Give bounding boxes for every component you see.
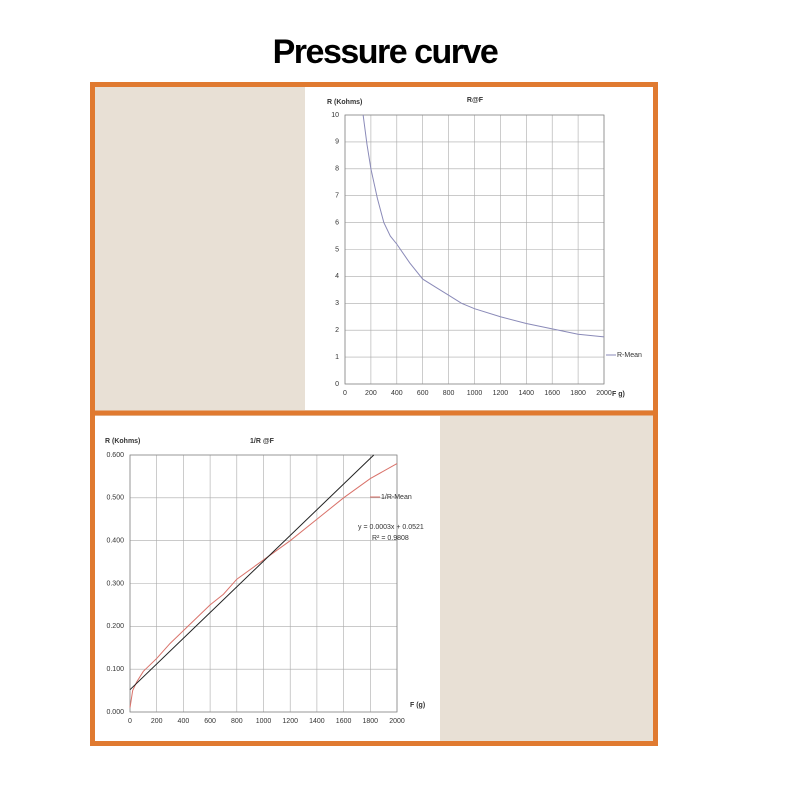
x-tick-label: 800 [231,718,243,725]
x-tick-label: 1000 [467,390,483,397]
x-tick-label: 600 [417,390,429,397]
legend-label: R-Mean [617,352,642,359]
x-tick-label: 1800 [363,718,379,725]
x-tick-label: 1600 [336,718,352,725]
plot-frame [344,114,605,385]
y-tick-label: 3 [335,300,339,307]
y-tick-label: 0.500 [106,495,124,502]
x-tick-label: 1400 [309,718,325,725]
y-tick-label: 10 [331,112,339,119]
series-line [362,114,605,338]
y-tick-label: 5 [335,246,339,253]
x-tick-label: 400 [391,390,403,397]
legend-label: 1/R-Mean [381,494,412,501]
y-tick-label: 6 [335,219,339,226]
x-tick-label: 600 [204,718,216,725]
chart-panel [305,87,653,410]
y-tick-label: 0.600 [106,452,124,459]
x-tick-label: 200 [365,390,377,397]
x-tick-label: 1600 [544,390,560,397]
x-axis-label: F (g) [410,702,425,709]
y-tick-label: 0.200 [106,623,124,630]
y-tick-label: 2 [335,327,339,334]
y-tick-label: 1 [335,354,339,361]
y-axis-label: R (Kohms) [105,438,140,445]
x-tick-label: 800 [443,390,455,397]
y-tick-label: 0.000 [106,709,124,716]
x-tick-label: 1800 [570,390,586,397]
y-tick-label: 9 [335,139,339,146]
x-tick-label: 400 [178,718,190,725]
x-tick-label: 1200 [493,390,509,397]
x-axis-label: F g) [612,391,625,398]
plot-frame [129,454,398,713]
annotation: R² = 0.9808 [372,535,409,542]
x-tick-label: 1000 [256,718,272,725]
x-tick-label: 1200 [282,718,298,725]
chart-panel [95,416,440,741]
page-title: Pressure curve [273,33,498,71]
x-tick-label: 200 [151,718,163,725]
x-tick-label: 2000 [596,390,612,397]
y-tick-label: 7 [335,193,339,200]
y-axis-label: R (Kohms) [327,99,362,106]
chart-title: 1/R @F [250,438,275,445]
y-tick-label: 0.300 [106,580,124,587]
y-tick-label: 8 [335,166,339,173]
y-tick-label: 4 [335,273,339,280]
series-line [129,463,398,708]
annotation: y = 0.0003x + 0.0521 [358,524,424,531]
series-line [129,454,375,691]
y-tick-label: 0.100 [106,666,124,673]
chart-title: R@F [467,97,484,104]
y-tick-label: 0.400 [106,538,124,545]
x-tick-label: 0 [343,390,347,397]
x-tick-label: 2000 [389,718,405,725]
y-tick-label: 0 [335,381,339,388]
x-tick-label: 1400 [519,390,535,397]
x-tick-label: 0 [128,718,132,725]
